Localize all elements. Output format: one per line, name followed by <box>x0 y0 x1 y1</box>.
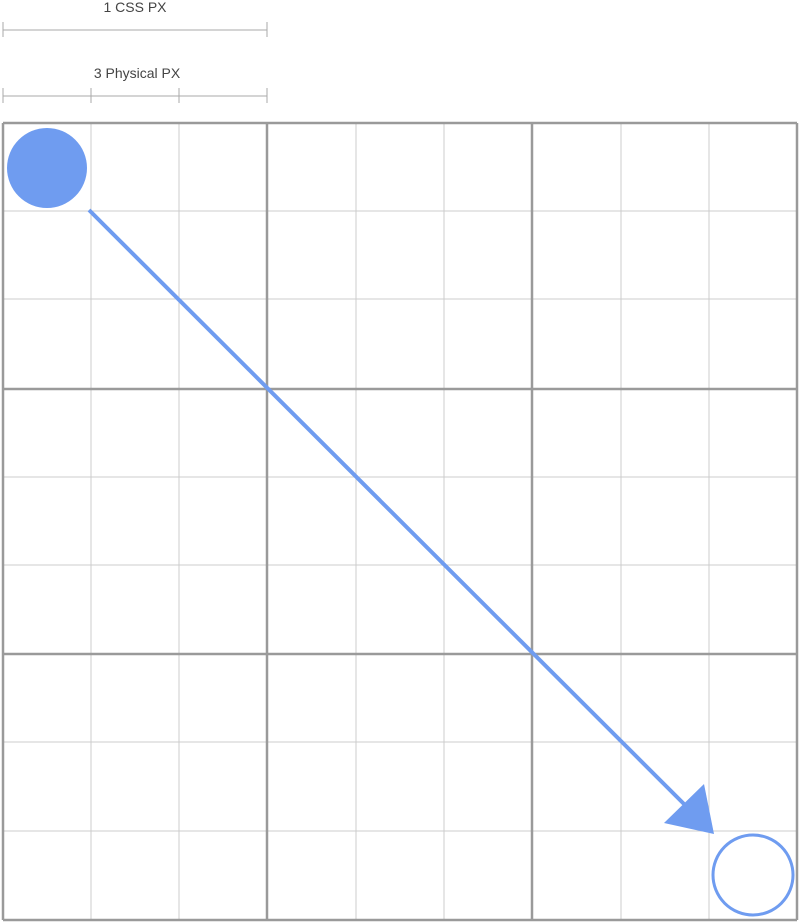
physical-px-label: 3 Physical PX <box>94 65 181 81</box>
arrow-shaft <box>87 208 692 812</box>
grid-minor-lines <box>3 123 797 920</box>
grid-major-lines <box>1 121 799 922</box>
arrow-head <box>664 784 714 834</box>
diagonal-arrow <box>87 208 714 834</box>
physical-px-scale: 3 Physical PX <box>2 65 268 103</box>
start-point-filled-circle <box>7 128 87 208</box>
css-px-scale: 1 CSS PX <box>2 0 268 37</box>
end-point-outline-circle <box>711 833 795 917</box>
css-px-label: 1 CSS PX <box>103 0 167 15</box>
